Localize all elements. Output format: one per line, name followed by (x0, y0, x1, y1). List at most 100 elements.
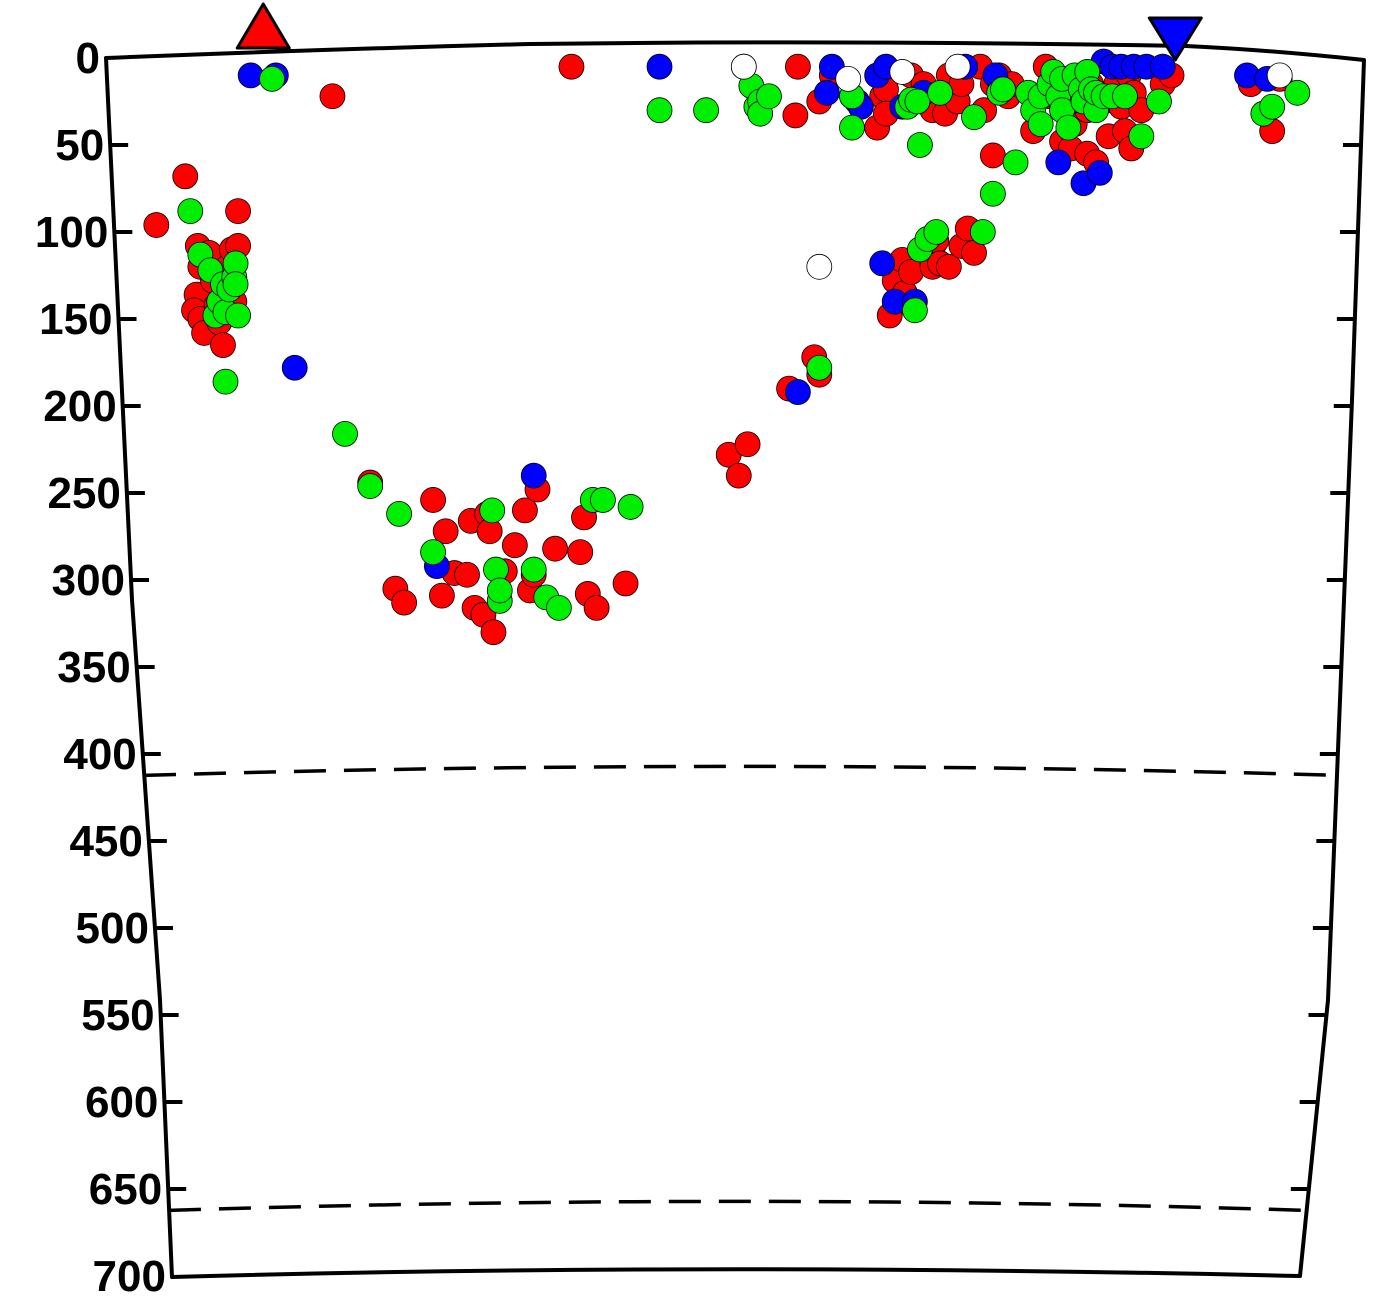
data-point (177, 198, 204, 225)
data-point (961, 104, 987, 131)
data-point (590, 487, 616, 513)
data-point (1266, 62, 1293, 89)
data-point (1086, 159, 1113, 186)
data-point (210, 332, 236, 359)
data-point (944, 53, 971, 80)
data-point (730, 53, 757, 80)
data-point (756, 83, 782, 110)
data-point (454, 561, 480, 588)
data-point (172, 163, 199, 190)
data-point (558, 53, 585, 80)
data-point (839, 114, 865, 141)
data-point (646, 97, 673, 124)
data-point (612, 570, 639, 597)
data-point (979, 180, 1006, 207)
data-point (520, 462, 547, 489)
data-point (785, 53, 811, 80)
data-point (512, 497, 538, 524)
data-point (391, 589, 418, 616)
y-tick-label: 150 (39, 295, 112, 344)
y-tick-label: 550 (81, 991, 154, 1040)
data-point (785, 379, 811, 405)
data-point (907, 132, 933, 158)
data-point (923, 219, 950, 245)
data-point (869, 250, 896, 277)
data-point (432, 518, 459, 545)
y-tick-label: 350 (57, 643, 130, 692)
data-point (1128, 123, 1155, 150)
data-point (225, 302, 251, 329)
y-tick-label: 500 (76, 904, 149, 953)
data-point (806, 253, 833, 280)
data-point (143, 212, 170, 238)
data-point (990, 76, 1016, 103)
data-point (617, 494, 644, 520)
data-point (904, 88, 931, 115)
discontinuity-line (143, 764, 1338, 778)
data-point (501, 532, 528, 559)
data-point (479, 497, 506, 524)
data-point (1002, 149, 1029, 176)
data-point (319, 83, 346, 110)
data-point (927, 79, 953, 106)
data-point (386, 500, 413, 527)
data-point (898, 259, 925, 285)
data-point (1259, 93, 1286, 120)
triangle-down-marker (1147, 16, 1203, 62)
data-point (237, 62, 264, 89)
y-tick-label: 650 (89, 1165, 162, 1214)
data-point (1149, 53, 1176, 80)
y-tick-label: 700 (93, 1252, 166, 1301)
y-tick-label: 400 (63, 730, 136, 779)
data-point (545, 594, 572, 621)
data-point (486, 577, 513, 604)
data-point (259, 65, 285, 92)
y-tick-label: 250 (47, 469, 120, 518)
data-point (1284, 79, 1311, 106)
data-point (935, 253, 962, 280)
data-point (1112, 83, 1138, 110)
data-point (1146, 88, 1172, 115)
y-tick-label: 50 (55, 121, 104, 170)
y-tick-label: 450 (69, 817, 142, 866)
data-point (734, 431, 761, 458)
data-point (835, 65, 862, 92)
discontinuity-line (168, 1199, 1308, 1213)
data-point (782, 102, 809, 129)
data-point (889, 59, 916, 85)
data-point (212, 368, 239, 395)
y-axis-ticks (110, 143, 1361, 1191)
y-tick-label: 200 (43, 382, 116, 431)
y-tick-label: 300 (52, 556, 125, 605)
reference-lines (143, 764, 1338, 1213)
data-point (420, 487, 446, 513)
data-point (225, 198, 251, 225)
data-point (542, 535, 569, 562)
data-point (281, 354, 308, 381)
data-points (143, 48, 1311, 646)
data-point (979, 142, 1006, 169)
data-point (813, 79, 840, 106)
data-point (583, 594, 610, 621)
data-point (357, 473, 384, 499)
data-point (222, 271, 249, 298)
surface-markers (235, 2, 1203, 62)
y-tick-label: 100 (35, 208, 108, 257)
data-point (646, 53, 673, 80)
data-point (332, 420, 358, 447)
data-point (901, 297, 928, 324)
y-tick-label: 0 (76, 34, 100, 83)
y-axis-tick-labels: 0 50 100 150 200 250 300 350 400 450 500 550 600 650 7… (35, 34, 166, 1301)
data-point (1045, 149, 1072, 176)
data-point (725, 462, 752, 489)
data-point (693, 97, 719, 124)
triangle-up-marker (235, 2, 291, 50)
data-point (806, 354, 833, 381)
data-point (420, 539, 446, 566)
data-point (428, 582, 455, 609)
data-point (567, 539, 594, 566)
data-point (969, 219, 996, 245)
plot-frame (104, 40, 1366, 1279)
y-tick-label: 600 (85, 1078, 158, 1127)
